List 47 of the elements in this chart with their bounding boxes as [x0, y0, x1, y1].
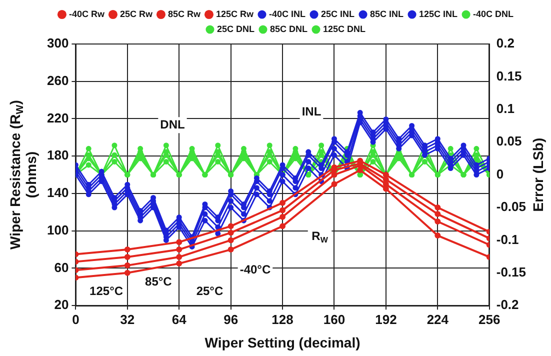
legend-label: 125C INL — [419, 8, 458, 19]
legend-label: 25C Rw — [120, 8, 154, 19]
y-tick-label: 140 — [46, 185, 69, 200]
legend-label: -40C INL — [269, 8, 306, 19]
annotation: 25°C — [196, 284, 224, 298]
legend-label: 125C Rw — [216, 8, 254, 19]
x-tick-label: 0 — [72, 312, 80, 327]
y-tick-label: 20 — [54, 297, 69, 312]
legend-label: -40C DNL — [473, 8, 514, 19]
x-tick-label: 224 — [426, 312, 450, 327]
annotation: 125°C — [90, 284, 124, 298]
y-tick-label: 220 — [46, 110, 69, 126]
legend-label: -40C Rw — [68, 8, 106, 19]
legend-label: 125C DNL — [323, 24, 366, 34]
legend-label: 85C Rw — [168, 8, 202, 19]
y-tick-label: 300 — [46, 36, 69, 51]
y-tick-label: 260 — [46, 72, 69, 88]
legend-label: 25C INL — [321, 8, 356, 19]
annotation: DNL — [160, 117, 185, 132]
y-tick-label: 60 — [54, 260, 69, 275]
y2-tick-label: 0.2 — [496, 36, 514, 51]
y-tick-label: 100 — [46, 222, 69, 238]
legend-label: 25C DNL — [216, 24, 255, 34]
y2-tick-label: 0.1 — [496, 100, 514, 116]
y2-tick-label: 0 — [496, 166, 504, 182]
x-tick-label: 96 — [224, 312, 238, 327]
legend-label: 85C INL — [370, 8, 404, 19]
x-tick-label: 256 — [478, 312, 500, 327]
x-tick-label: 192 — [375, 312, 397, 327]
annotation: INL — [302, 104, 322, 118]
text: Wiper Resistance (RW) (ohms) — [6, 100, 39, 250]
x-tick-label: 64 — [172, 312, 188, 327]
legend-label: 85C DNL — [270, 24, 308, 34]
y-tick-label: 180 — [46, 148, 69, 163]
x-axis-title: Wiper Setting (decimal) — [204, 334, 360, 350]
annotation: 85°C — [145, 274, 172, 288]
y2-tick-label: -0.05 — [496, 199, 526, 214]
y2-tick-label: 0.15 — [496, 68, 522, 84]
y2-tick-label: -0.1 — [496, 232, 519, 247]
annotation: -40°C — [240, 262, 271, 277]
y2-axis-title: Error (LSb) — [530, 138, 546, 212]
y2-tick-label: -0.2 — [496, 297, 519, 312]
x-tick-label: 160 — [323, 312, 346, 327]
y2-tick-label: -0.15 — [496, 264, 526, 280]
y2-tick-label: 0.05 — [496, 134, 522, 149]
x-tick-label: 128 — [272, 312, 294, 327]
x-tick-label: 32 — [120, 312, 135, 327]
